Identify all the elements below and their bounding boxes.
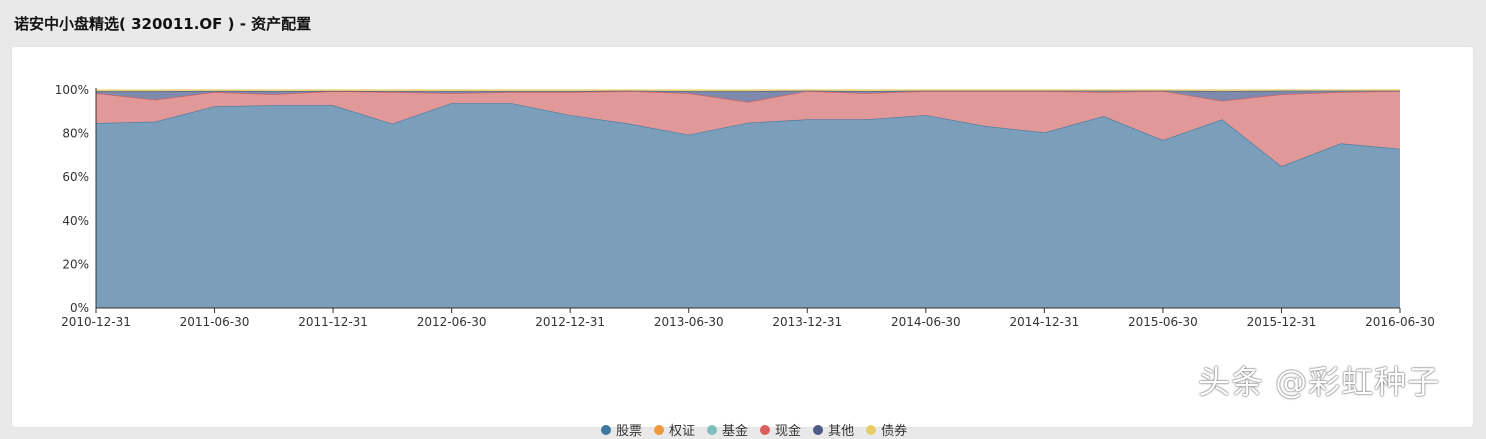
y-tick-label: 0% [70,301,89,315]
legend-item-其他[interactable]: 其他 [813,420,854,439]
y-tick-label: 60% [62,170,89,184]
page-title: 诺安中小盘精选( 320011.OF ) - 资产配置 [14,13,311,34]
x-tick-label: 2011-12-31 [298,315,368,329]
legend-dot-icon [866,425,876,435]
legend-dot-icon [654,425,664,435]
x-tick-label: 2014-06-30 [891,315,961,329]
legend-item-债券[interactable]: 债券 [866,420,907,439]
x-tick-label: 2010-12-31 [61,315,131,329]
x-tick-label: 2015-06-30 [1128,315,1198,329]
legend-dot-icon [760,425,770,435]
legend-item-权证[interactable]: 权证 [654,420,695,439]
legend-label: 基金 [722,420,748,439]
legend-dot-icon [707,425,717,435]
x-tick-label: 2015-12-31 [1247,315,1317,329]
x-tick-label: 2011-06-30 [180,315,250,329]
legend-label: 权证 [669,420,695,439]
legend-dot-icon [601,425,611,435]
asset-allocation-chart: 0% 20% 40% 60% 80% 100% 2010-12-31 2011-06-30 20… [12,47,1473,367]
y-tick-label: 80% [62,127,89,141]
x-tick-label: 2013-06-30 [654,315,724,329]
x-tick-label: 2012-12-31 [535,315,605,329]
x-tick-label: 2013-12-31 [772,315,842,329]
area-series-股票 [96,103,1400,308]
x-tick-label: 2012-06-30 [417,315,487,329]
legend-item-现金[interactable]: 现金 [760,420,801,439]
legend: 股票 权证 基金 现金 其他 债券 [601,420,907,439]
y-tick-label: 20% [62,257,89,271]
area-layer [96,90,1400,308]
legend-label: 债券 [881,420,907,439]
x-tick-label: 2016-06-30 [1365,315,1435,329]
legend-item-股票[interactable]: 股票 [601,420,642,439]
y-tick-label: 100% [55,83,89,97]
x-tick-label: 2014-12-31 [1009,315,1079,329]
watermark: 头条 @彩虹种子 [1198,357,1440,403]
legend-label: 其他 [828,420,854,439]
legend-label: 现金 [775,420,801,439]
legend-item-基金[interactable]: 基金 [707,420,748,439]
legend-dot-icon [813,425,823,435]
legend-label: 股票 [616,420,642,439]
y-tick-label: 40% [62,214,89,228]
